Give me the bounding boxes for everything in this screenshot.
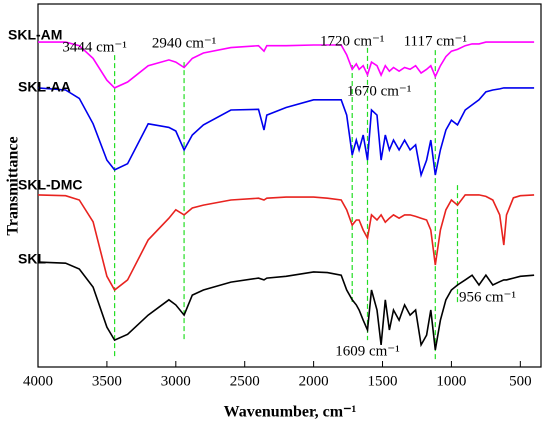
x-tick-label: 3500: [92, 373, 122, 389]
x-tick-label: 4000: [23, 373, 53, 389]
x-tick-label: 1000: [436, 373, 466, 389]
y-axis-label: Transmittance: [5, 136, 22, 235]
peak-label: 1117 cm⁻¹: [404, 33, 467, 49]
x-tick-label: 2500: [230, 373, 260, 389]
series-label: SKL-AA: [18, 79, 71, 95]
peak-label: 1720 cm⁻¹: [320, 33, 385, 49]
series-label: SKL-DMC: [18, 177, 83, 193]
spectrum-line: [38, 41, 535, 89]
spectrum-line: [37, 87, 535, 179]
series-label: SKL-AM: [8, 27, 62, 43]
spectrum-line: [37, 194, 535, 292]
peak-label: 1670 cm⁻¹: [347, 83, 412, 99]
x-tick-label: 500: [509, 373, 532, 389]
x-tick-label: 3000: [161, 373, 191, 389]
peak-label: 956 cm⁻¹: [459, 289, 516, 305]
x-axis-label: Wavenumber, cm⁻¹: [224, 404, 357, 421]
peak-label: 3444 cm⁻¹: [62, 39, 127, 55]
peak-label: 2940 cm⁻¹: [152, 35, 217, 51]
peak-label: 1609 cm⁻¹: [335, 343, 400, 359]
spectrum-line: [37, 261, 535, 351]
series-label: SKL: [18, 251, 46, 267]
x-tick-label: 2000: [299, 373, 329, 389]
x-tick-label: 1500: [368, 373, 398, 389]
plot-frame: [37, 3, 542, 368]
